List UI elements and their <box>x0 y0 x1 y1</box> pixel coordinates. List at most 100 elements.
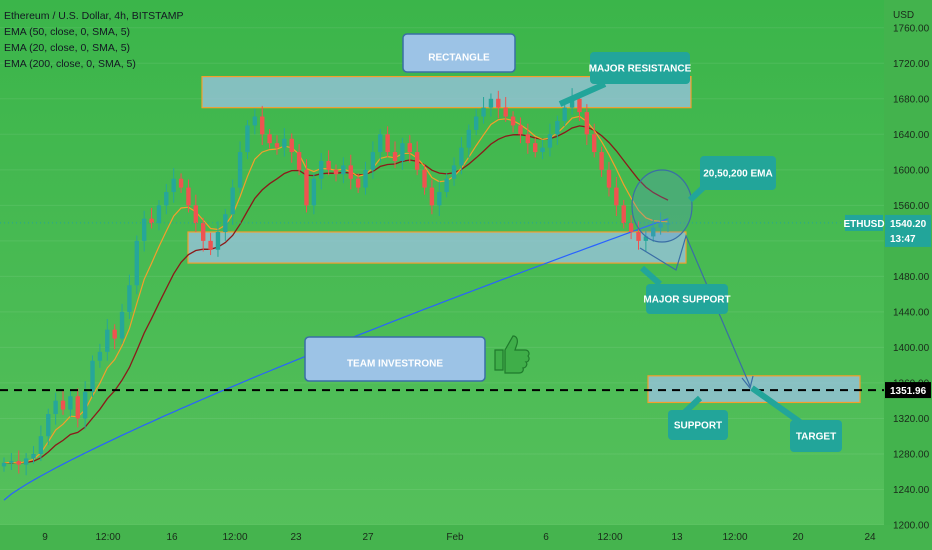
y-tick-label: 1240.00 <box>893 485 930 496</box>
candle-body <box>112 329 117 339</box>
candle-body <box>363 169 368 188</box>
x-tick-label: 9 <box>42 532 48 543</box>
candle-body <box>31 453 36 459</box>
major-support-callout-text: MAJOR SUPPORT <box>643 295 730 306</box>
candle-body <box>75 396 80 419</box>
major-resistance-callout: MAJOR RESISTANCE <box>589 52 692 84</box>
y-tick-label: 1560.00 <box>893 201 930 212</box>
ema-highlight-circle <box>631 169 693 243</box>
candle-body <box>23 458 29 465</box>
rectangle-title-bg <box>402 33 516 73</box>
ema-pointer <box>687 183 708 203</box>
x-tick-label: 27 <box>362 532 374 543</box>
major-resistance-callout-bg <box>590 52 690 84</box>
x-tick-label: 12:00 <box>95 532 120 543</box>
level-tag-text: 1351.96 <box>890 386 927 397</box>
candle-body <box>451 165 457 179</box>
x-tick-label: 6 <box>543 532 549 543</box>
candle-body <box>348 165 353 179</box>
major-resistance-callout-text: MAJOR RESISTANCE <box>589 64 692 75</box>
candle-body <box>1 462 7 467</box>
candle-body <box>562 107 567 121</box>
candle-body <box>296 152 302 170</box>
y-tick-label: 1720.00 <box>893 59 930 70</box>
support-callout-bg <box>668 410 728 440</box>
candle-body <box>215 231 221 250</box>
legend-ema50: EMA (50, close, 0, SMA, 5) <box>4 26 131 38</box>
candle-body <box>319 160 324 179</box>
candle-body <box>614 187 619 206</box>
candle-body <box>326 160 331 170</box>
candle-body <box>186 187 191 206</box>
candle-body <box>466 129 471 148</box>
y-tick-label: 1400.00 <box>893 343 930 354</box>
candle-body <box>119 311 125 339</box>
candle-body <box>289 138 294 153</box>
candle-body <box>53 400 58 415</box>
candle-body <box>46 414 51 437</box>
x-tick-label: 13 <box>671 532 683 543</box>
candle-body <box>60 400 66 410</box>
projection-arrowhead <box>741 375 754 390</box>
candle-body <box>193 205 199 224</box>
legend-title: Ethereum / U.S. Dollar, 4h, BITSTAMP <box>4 10 184 22</box>
x-tick-label: 16 <box>166 532 178 543</box>
candle-body <box>97 351 103 361</box>
price-axis-panel <box>884 0 932 550</box>
y-tick-label: 1680.00 <box>893 94 930 105</box>
candle-body <box>274 143 280 148</box>
candle-body <box>643 236 649 241</box>
candle-body <box>164 192 169 206</box>
candle-body <box>38 436 44 454</box>
candle-body <box>555 120 560 135</box>
candle-body <box>525 134 531 144</box>
candle-body <box>665 223 671 225</box>
candle-body <box>400 143 405 161</box>
candle-body <box>260 116 265 135</box>
candle-body <box>149 218 154 224</box>
target-callout-text: TARGET <box>796 432 836 443</box>
y-tick-label: 1200.00 <box>893 521 930 532</box>
support-callout-text: SUPPORT <box>674 421 722 432</box>
rectangle-title: RECTANGLE <box>402 33 516 73</box>
candle-body <box>488 98 494 108</box>
candle-body <box>370 152 376 170</box>
candle-body <box>105 329 110 352</box>
resistance-pointer <box>558 81 607 107</box>
y-tick-label: 1280.00 <box>893 449 930 460</box>
candle-body <box>245 125 250 153</box>
ema-callout: 20,50,200 EMA <box>700 156 776 190</box>
candle-body <box>392 152 398 161</box>
candle-body <box>429 187 435 206</box>
candle-body <box>503 107 508 117</box>
candle-body <box>68 396 73 410</box>
price-tag-time: 13:47 <box>890 234 916 245</box>
level-tag-bg <box>885 382 931 399</box>
candle-body <box>651 227 656 237</box>
candle-body <box>540 147 545 153</box>
candle-body <box>621 205 626 224</box>
x-tick-label: 23 <box>290 532 302 543</box>
legend-ema20: EMA (20, close, 0, SMA, 5) <box>4 42 131 54</box>
candle-body <box>208 240 213 250</box>
candle-body <box>267 134 272 144</box>
y-tick-label: 1480.00 <box>893 272 930 283</box>
candle-body <box>9 461 14 463</box>
candle-body <box>592 134 597 153</box>
candle-body <box>230 187 235 215</box>
support-callout: SUPPORT <box>668 410 728 440</box>
symbol-tag-text: ETHUSD <box>843 219 884 230</box>
candle-body <box>355 178 361 188</box>
rectangle-title-text: RECTANGLE <box>428 53 490 64</box>
candle-body <box>547 134 553 148</box>
legend-ema200: EMA (200, close, 0, SMA, 5) <box>4 58 136 70</box>
candle-body <box>341 165 346 175</box>
y-tick-label: 1440.00 <box>893 307 930 318</box>
major-support-callout: MAJOR SUPPORT <box>643 284 731 314</box>
price-tag-text: 1540.20 <box>890 219 927 230</box>
candle-body <box>82 391 88 419</box>
candle-body <box>16 461 21 465</box>
y-tick-label: 1600.00 <box>893 165 930 176</box>
